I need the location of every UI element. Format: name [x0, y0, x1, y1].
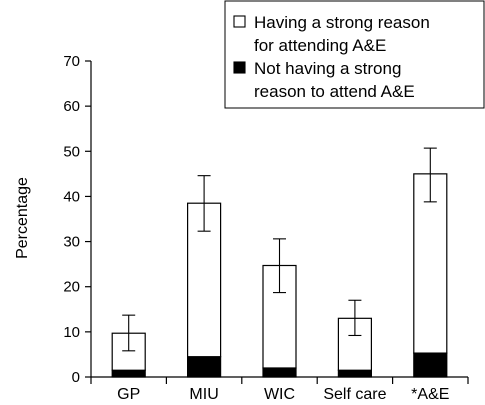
bar-segment — [413, 352, 448, 378]
x-axis: GP MIU WIC Self care *A&E — [90, 376, 469, 403]
legend-label: Having a strong reason — [254, 13, 430, 32]
x-tick-label: Self care — [323, 386, 386, 403]
bar-segment — [187, 356, 222, 378]
error-bar — [122, 314, 136, 352]
legend-swatch — [233, 61, 246, 74]
legend-label: for attending A&E — [254, 36, 386, 55]
y-axis-title: Percentage — [14, 177, 31, 259]
y-tick-label: 70 — [63, 53, 80, 70]
y-tick-label: 30 — [63, 234, 80, 251]
y-tick-label: 0 — [72, 369, 80, 386]
x-tick-label: MIU — [189, 386, 218, 403]
y-axis: 0 10 20 30 40 50 60 70 — [63, 53, 92, 386]
bar-segment — [262, 367, 297, 378]
x-tick-label: *A&E — [411, 386, 449, 403]
legend-label: reason to attend A&E — [254, 82, 415, 101]
legend-label: Not having a strong — [254, 59, 401, 78]
error-bar — [423, 147, 437, 203]
error-bar — [348, 299, 362, 337]
error-bars — [122, 147, 437, 352]
x-tick-label: GP — [117, 386, 140, 403]
y-tick-label: 40 — [63, 188, 80, 205]
error-bar — [197, 175, 211, 232]
y-tick-label: 20 — [63, 279, 80, 296]
legend-swatch — [233, 15, 246, 28]
x-tick-label: WIC — [264, 386, 295, 403]
legend: Having a strong reason for attending A&E N… — [224, 0, 485, 109]
bar-segment — [337, 369, 372, 378]
error-bar — [273, 238, 286, 294]
bar-segment — [111, 369, 146, 378]
y-tick-label: 60 — [63, 98, 80, 115]
y-tick-label: 10 — [63, 324, 80, 341]
bar-segment — [413, 173, 448, 354]
legend-box — [224, 0, 485, 109]
y-tick-label: 50 — [63, 143, 80, 160]
